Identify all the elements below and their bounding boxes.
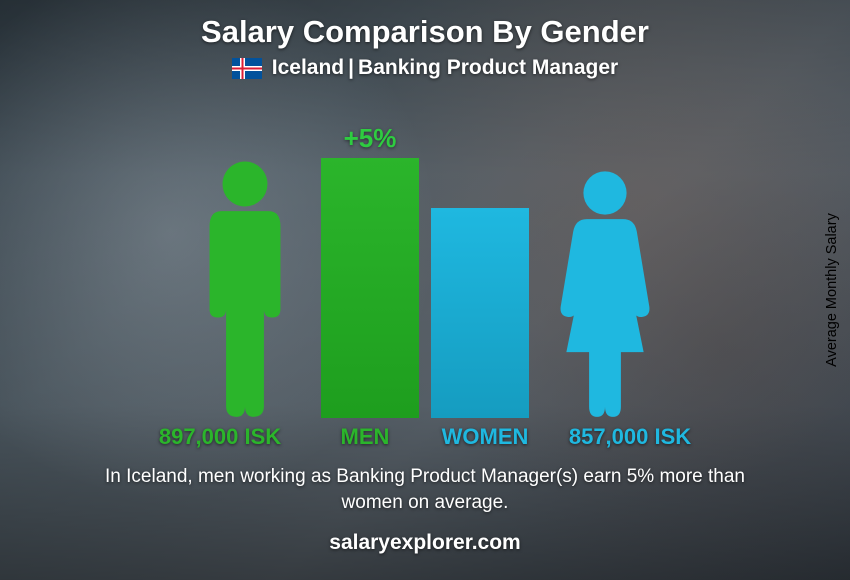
- y-axis-label: Average Monthly Salary: [824, 213, 840, 367]
- women-salary-label: 857,000 ISK: [545, 424, 715, 450]
- women-bar-block: [425, 208, 535, 418]
- subtitle-role: Banking Product Manager: [358, 56, 618, 80]
- description-text: In Iceland, men working as Banking Produ…: [75, 464, 775, 515]
- page-title: Salary Comparison By Gender: [201, 14, 649, 50]
- women-bar: [431, 208, 529, 418]
- site-credit: salaryexplorer.com: [329, 531, 520, 555]
- men-salary-label: 897,000 ISK: [135, 424, 305, 450]
- difference-label: +5%: [344, 123, 397, 154]
- male-figure-icon: [185, 158, 305, 418]
- women-label: WOMEN: [425, 424, 545, 450]
- men-label: MEN: [305, 424, 425, 450]
- female-figure-icon: [545, 168, 665, 418]
- men-bar-block: +5%: [315, 158, 425, 418]
- infographic-container: Salary Comparison By Gender Iceland | Ba…: [0, 0, 850, 580]
- labels-row: 897,000 ISK MEN WOMEN 857,000 ISK: [105, 424, 745, 450]
- subtitle-sep: |: [348, 56, 354, 80]
- women-figure-block: [535, 168, 675, 418]
- side-label-wrap: Average Monthly Salary: [820, 0, 844, 580]
- iceland-flag-icon: [232, 58, 262, 79]
- men-figure-block: [175, 158, 315, 418]
- chart-area: +5%: [105, 98, 745, 418]
- men-bar: [321, 158, 419, 418]
- subtitle: Iceland | Banking Product Manager: [232, 56, 618, 80]
- subtitle-country: Iceland: [272, 56, 344, 80]
